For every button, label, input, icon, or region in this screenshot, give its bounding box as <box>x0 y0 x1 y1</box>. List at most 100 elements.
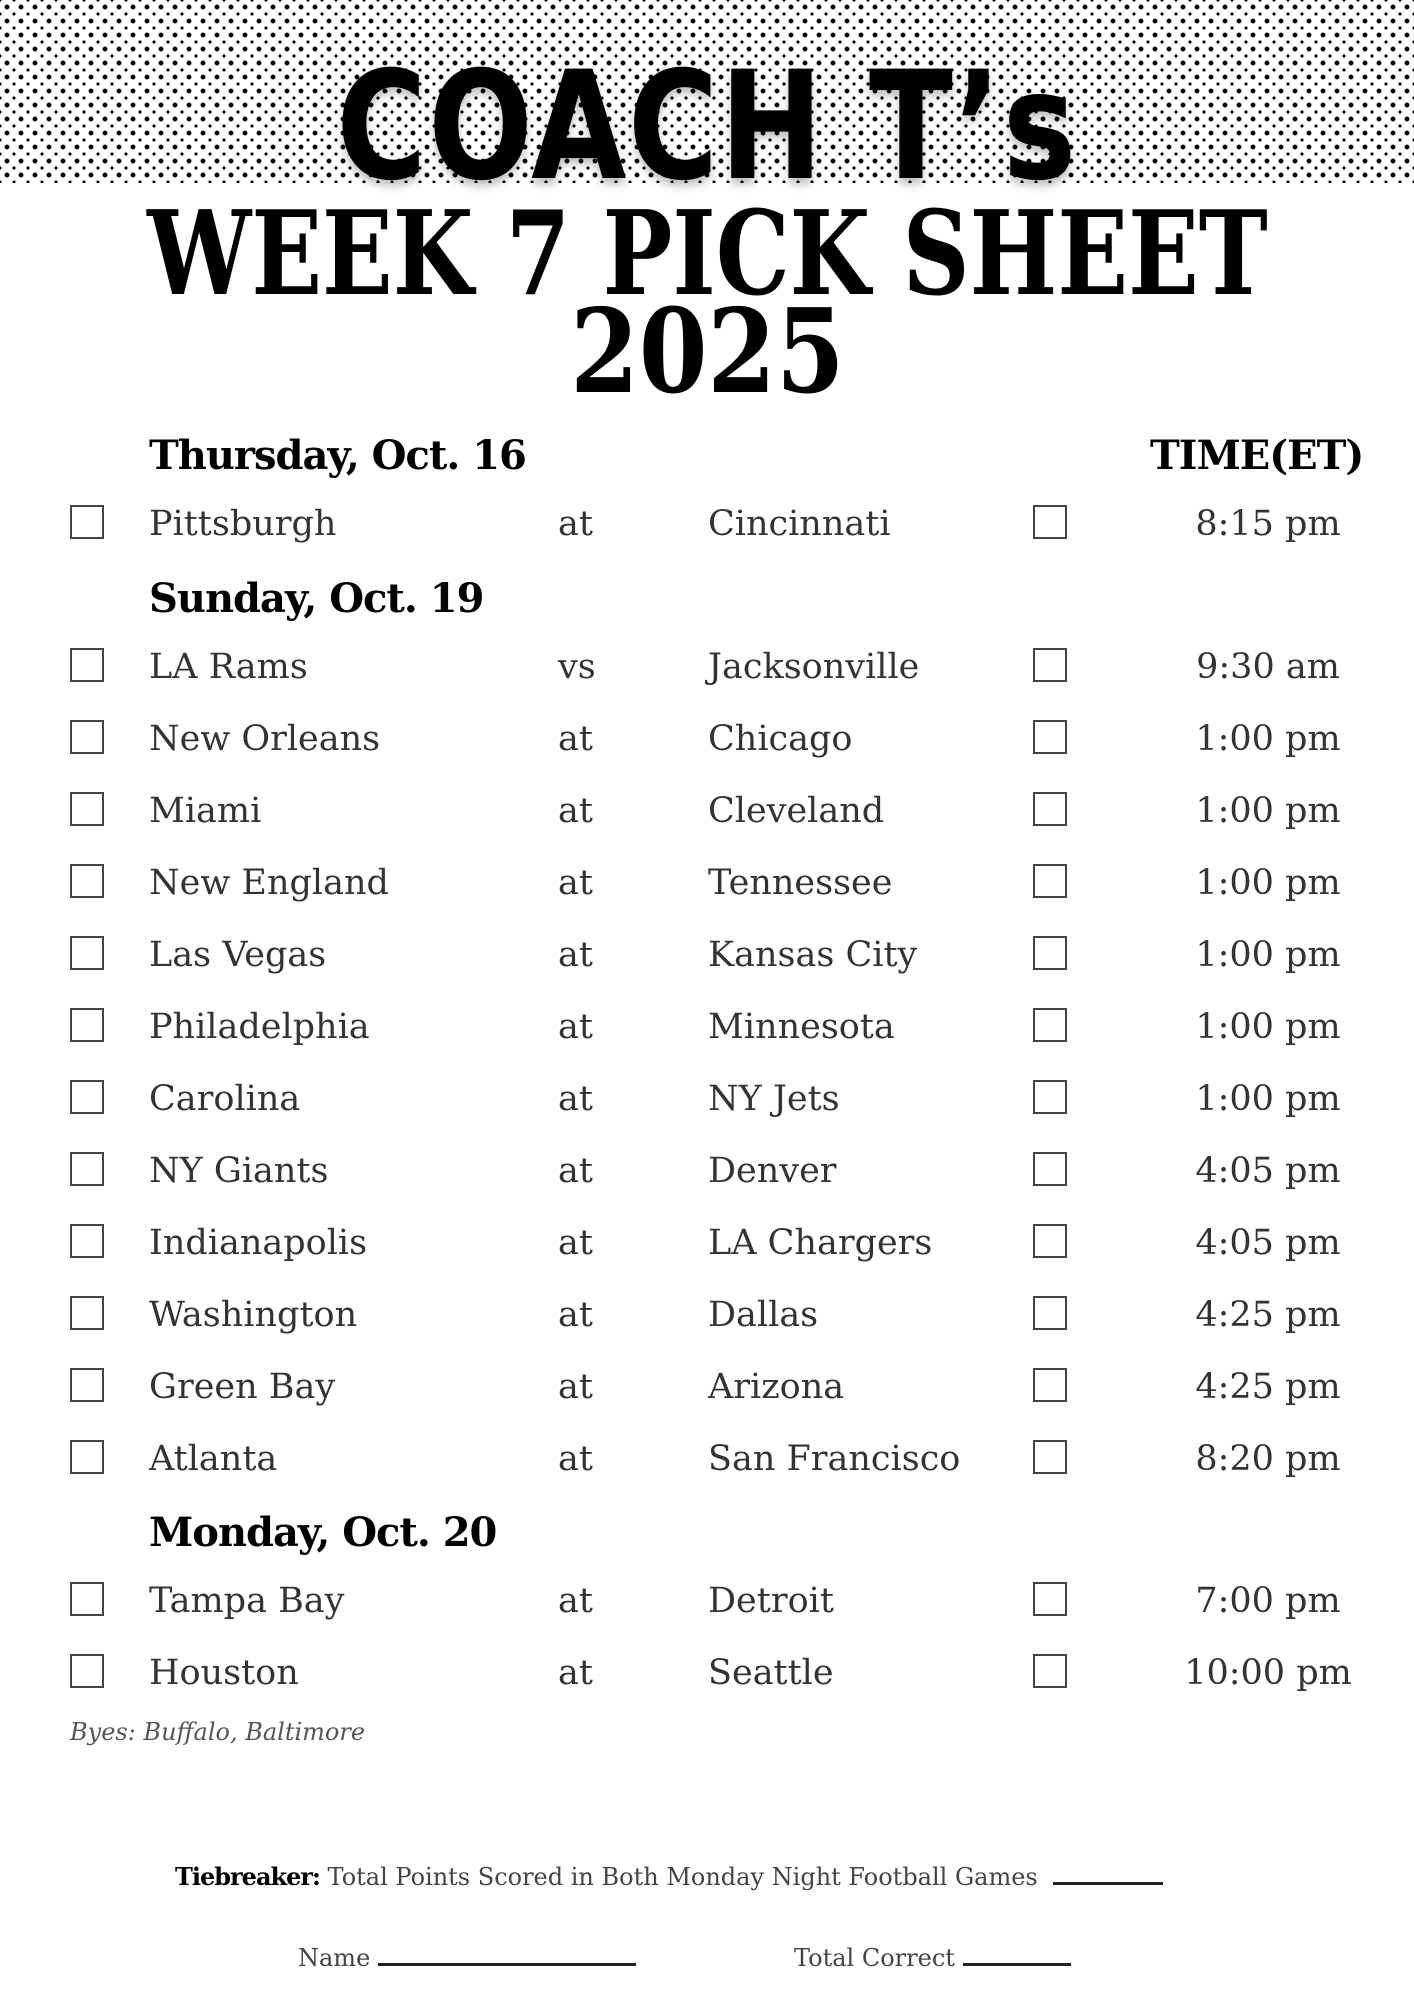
away-pick-checkbox[interactable] <box>70 1296 104 1330</box>
game-row: Washington at Dallas 4:25 pm <box>0 1279 1414 1351</box>
home-team: Jacksonville <box>708 647 920 687</box>
away-team: LA Rams <box>149 647 308 687</box>
home-pick-checkbox[interactable] <box>1033 1368 1067 1402</box>
home-pick-checkbox[interactable] <box>1033 1296 1067 1330</box>
away-pick-checkbox[interactable] <box>70 720 104 754</box>
game-row: Green Bay at Arizona 4:25 pm <box>0 1351 1414 1423</box>
home-pick-checkbox[interactable] <box>1033 1080 1067 1114</box>
away-team: Washington <box>149 1295 358 1335</box>
game-row: Houston at Seattle 10:00 pm <box>0 1637 1414 1709</box>
tiebreaker: Tiebreaker: Total Points Scored in Both … <box>175 1862 1163 1891</box>
home-pick-checkbox[interactable] <box>1033 1152 1067 1186</box>
matchup-separator: at <box>558 1439 593 1479</box>
home-team: NY Jets <box>708 1079 840 1119</box>
day-section: Sunday, Oct. 19 LA Rams vs Jacksonville … <box>0 573 1414 1495</box>
day-header: Sunday, Oct. 19 <box>0 573 1414 625</box>
home-team: Seattle <box>708 1653 834 1693</box>
game-time: 4:25 pm <box>1195 1367 1341 1407</box>
home-pick-checkbox[interactable] <box>1033 1224 1067 1258</box>
time-column-header: TIME(ET) <box>1150 432 1364 479</box>
away-team: Miami <box>149 791 262 831</box>
home-pick-checkbox[interactable] <box>1033 792 1067 826</box>
day-section: Monday, Oct. 20 Tampa Bay at Detroit 7:0… <box>0 1507 1414 1709</box>
game-row: Miami at Cleveland 1:00 pm <box>0 775 1414 847</box>
game-row: NY Giants at Denver 4:05 pm <box>0 1135 1414 1207</box>
home-team: Denver <box>708 1151 837 1191</box>
home-pick-checkbox[interactable] <box>1033 648 1067 682</box>
home-team: Tennessee <box>708 863 893 903</box>
away-pick-checkbox[interactable] <box>70 792 104 826</box>
away-pick-checkbox[interactable] <box>70 1224 104 1258</box>
matchup-separator: at <box>558 1653 593 1693</box>
away-team: Las Vegas <box>149 935 327 975</box>
game-time: 4:05 pm <box>1195 1223 1341 1263</box>
matchup-separator: at <box>558 1295 593 1335</box>
game-time: 1:00 pm <box>1195 1007 1341 1047</box>
tiebreaker-blank[interactable] <box>1053 1881 1163 1885</box>
matchup-separator: at <box>558 1079 593 1119</box>
home-pick-checkbox[interactable] <box>1033 936 1067 970</box>
away-pick-checkbox[interactable] <box>70 1008 104 1042</box>
total-correct-blank[interactable] <box>962 1962 1071 1966</box>
home-pick-checkbox[interactable] <box>1033 505 1067 539</box>
home-team: San Francisco <box>708 1439 961 1479</box>
game-row: New England at Tennessee 1:00 pm <box>0 847 1414 919</box>
name-label: Name <box>298 1944 371 1972</box>
away-team: NY Giants <box>149 1151 329 1191</box>
tiebreaker-text: Total Points Scored in Both Monday Night… <box>327 1863 1038 1891</box>
home-team: Cleveland <box>708 791 885 831</box>
matchup-separator: at <box>558 863 593 903</box>
home-team: Cincinnati <box>708 504 891 544</box>
game-time: 1:00 pm <box>1195 791 1341 831</box>
away-pick-checkbox[interactable] <box>70 864 104 898</box>
name-blank[interactable] <box>377 1962 636 1966</box>
title-text: WEEK 7 PICK SHEET <box>146 186 1268 322</box>
page-year: 2025 <box>0 294 1414 410</box>
day-label: Thursday, Oct. 16 <box>149 432 527 479</box>
matchup-separator: at <box>558 504 593 544</box>
away-pick-checkbox[interactable] <box>70 936 104 970</box>
brand-logo: COACH T’s <box>0 52 1414 202</box>
home-pick-checkbox[interactable] <box>1033 1582 1067 1616</box>
brand-text: COACH T’s <box>336 40 1078 214</box>
away-team: New England <box>149 863 389 903</box>
home-pick-checkbox[interactable] <box>1033 1440 1067 1474</box>
game-row: New Orleans at Chicago 1:00 pm <box>0 703 1414 775</box>
home-pick-checkbox[interactable] <box>1033 1008 1067 1042</box>
matchup-separator: at <box>558 1151 593 1191</box>
game-row: LA Rams vs Jacksonville 9:30 am <box>0 631 1414 703</box>
away-pick-checkbox[interactable] <box>70 1582 104 1616</box>
game-row: Las Vegas at Kansas City 1:00 pm <box>0 919 1414 991</box>
home-pick-checkbox[interactable] <box>1033 1654 1067 1688</box>
away-pick-checkbox[interactable] <box>70 1368 104 1402</box>
home-team: Minnesota <box>708 1007 895 1047</box>
day-label: Sunday, Oct. 19 <box>149 575 484 622</box>
matchup-separator: vs <box>558 647 596 687</box>
game-time: 8:20 pm <box>1195 1439 1341 1479</box>
matchup-separator: at <box>558 1581 593 1621</box>
away-team: New Orleans <box>149 719 381 759</box>
game-time: 9:30 am <box>1196 647 1340 687</box>
home-pick-checkbox[interactable] <box>1033 864 1067 898</box>
total-correct-field: Total Correct <box>794 1944 1071 1972</box>
game-time: 8:15 pm <box>1195 504 1341 544</box>
day-header: Thursday, Oct. 16 TIME(ET) <box>0 430 1414 482</box>
day-label: Monday, Oct. 20 <box>149 1509 497 1556</box>
away-team: Green Bay <box>149 1367 336 1407</box>
away-pick-checkbox[interactable] <box>70 1654 104 1688</box>
home-team: Arizona <box>708 1367 845 1407</box>
away-pick-checkbox[interactable] <box>70 505 104 539</box>
game-time: 4:25 pm <box>1195 1295 1341 1335</box>
matchup-separator: at <box>558 1007 593 1047</box>
away-pick-checkbox[interactable] <box>70 1080 104 1114</box>
away-pick-checkbox[interactable] <box>70 1440 104 1474</box>
matchup-separator: at <box>558 1223 593 1263</box>
byes-note: Byes: Buffalo, Baltimore <box>70 1718 366 1746</box>
away-team: Atlanta <box>149 1439 278 1479</box>
away-pick-checkbox[interactable] <box>70 1152 104 1186</box>
game-time: 1:00 pm <box>1195 1079 1341 1119</box>
away-pick-checkbox[interactable] <box>70 648 104 682</box>
game-time: 1:00 pm <box>1195 935 1341 975</box>
away-team: Carolina <box>149 1079 301 1119</box>
home-pick-checkbox[interactable] <box>1033 720 1067 754</box>
